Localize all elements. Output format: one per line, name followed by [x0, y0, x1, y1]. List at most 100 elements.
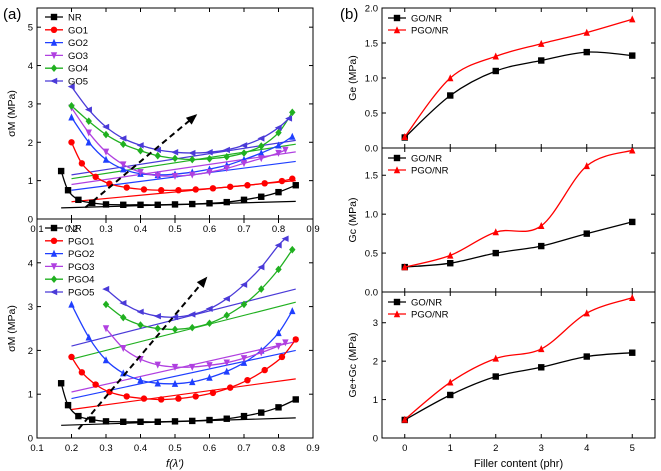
- series-line-pgo-nr: [404, 18, 633, 138]
- data-point-go2: [289, 132, 296, 140]
- x-tick-label: 0.8: [272, 224, 285, 235]
- data-point-go-nr: [447, 92, 454, 99]
- data-point-go-nr: [538, 242, 545, 250]
- data-point-pgo-nr: [401, 133, 408, 140]
- y-tick-label: 1: [373, 395, 378, 406]
- fit-line-go4: [71, 143, 296, 180]
- x-tick-label: 0.2: [65, 443, 78, 454]
- data-point-nr: [223, 415, 230, 422]
- data-point-go2: [275, 141, 282, 149]
- data-point-go5: [240, 142, 248, 149]
- y-tick-label: 3: [373, 318, 378, 329]
- data-point-pgo2: [189, 378, 196, 386]
- data-point-pgo4: [102, 300, 110, 309]
- y-tick-label: 4: [28, 258, 33, 269]
- data-point-go-nr: [538, 57, 545, 64]
- data-point-pgo5: [136, 308, 144, 316]
- data-point-go4: [258, 142, 265, 150]
- data-point-go-nr: [492, 373, 499, 380]
- data-point-go-nr: [583, 230, 590, 237]
- data-point-go1: [278, 177, 286, 185]
- data-point-go1: [209, 185, 217, 192]
- data-point-go2: [85, 138, 92, 146]
- data-point-go2: [120, 165, 127, 173]
- data-point-pgo3: [282, 339, 289, 347]
- y-tick-label: 1.0: [365, 74, 378, 85]
- y-tick-label: 0.5: [365, 249, 378, 260]
- y-tick-label: 1.5: [365, 171, 378, 182]
- data-point-nr: [189, 417, 196, 425]
- data-point-pgo4: [137, 321, 144, 329]
- legend-label-go-nr: GO/NR: [411, 298, 442, 309]
- legend-marker: [50, 13, 58, 21]
- data-point-go3: [189, 171, 196, 179]
- legend-label-pgo-nr: PGO/NR: [411, 26, 449, 37]
- data-point-go-nr: [447, 260, 454, 267]
- data-point-pgo-nr: [583, 28, 590, 36]
- data-point-pgo5: [205, 305, 213, 312]
- legend-marker: [50, 52, 58, 60]
- data-point-pgo-nr: [492, 52, 499, 60]
- data-point-pgo1: [278, 353, 286, 361]
- data-point-go3: [223, 165, 230, 173]
- data-point-pgo4: [171, 325, 179, 334]
- legend-marker: [50, 288, 58, 296]
- x-tick-label: 0.5: [168, 224, 181, 235]
- data-point-go4: [154, 151, 161, 160]
- legend-marker: [393, 310, 401, 318]
- x-tick-label: 0.3: [99, 443, 112, 454]
- data-point-go1: [175, 187, 182, 194]
- data-point-pgo-nr: [583, 162, 590, 170]
- data-point-go4: [206, 154, 213, 163]
- data-point-go4: [189, 155, 196, 164]
- data-point-pgo5: [257, 263, 265, 271]
- x-tick-label: 2: [493, 443, 498, 454]
- x-tick-label: 3: [539, 443, 544, 454]
- y-axis-label: Ge (MPa): [347, 55, 359, 101]
- data-point-go4: [68, 102, 75, 110]
- data-point-go4: [223, 153, 230, 161]
- legend-label-nr: NR: [68, 13, 82, 24]
- data-point-go1: [68, 139, 75, 146]
- series-line-pgo-nr: [404, 297, 633, 421]
- y-tick-label: 1.0: [365, 210, 378, 221]
- data-point-pgo5: [188, 311, 196, 318]
- fit-line-pgo1: [71, 378, 296, 411]
- chart-b3: 0 1 2 3 0 1 2 3 4 5 Ge+Gc (MPa) Filler content (phr…: [347, 291, 656, 470]
- data-point-pgo5: [102, 285, 110, 293]
- data-point-pgo2: [85, 333, 92, 341]
- data-point-nr: [154, 201, 161, 209]
- data-point-pgo-nr: [447, 74, 454, 82]
- data-point-pgo-nr: [447, 251, 454, 259]
- data-point-pgo1: [244, 376, 251, 384]
- data-point-pgo1: [78, 369, 86, 376]
- data-point-pgo2: [223, 367, 230, 375]
- data-point-nr: [275, 188, 282, 196]
- y-tick-label: 0.0: [365, 288, 378, 299]
- data-point-pgo3: [102, 325, 110, 333]
- data-point-nr: [258, 409, 265, 416]
- series-line-go5: [70, 86, 290, 154]
- data-point-go5: [257, 135, 265, 142]
- legend-label-pgo-nr: PGO/NR: [411, 166, 449, 177]
- data-point-go1: [261, 180, 268, 187]
- data-point-nr: [57, 380, 65, 387]
- data-point-go5: [102, 123, 110, 131]
- plot-area: [401, 293, 636, 424]
- legend-label-go3: GO3: [68, 51, 88, 62]
- y-axis-label: Gc (MPa): [347, 198, 359, 243]
- data-point-pgo-nr: [492, 228, 499, 236]
- x-tick-label: 0.2: [65, 224, 78, 235]
- trend-arrow-head: [196, 276, 208, 288]
- data-point-pgo2: [275, 329, 282, 337]
- data-point-go5: [188, 149, 196, 157]
- fit-line-go3: [71, 151, 296, 186]
- x-tick-label: 0.6: [203, 443, 216, 454]
- data-point-go5: [136, 142, 144, 149]
- data-point-pgo1: [158, 396, 165, 403]
- y-tick-label: 1: [28, 390, 33, 401]
- data-point-go3: [282, 146, 289, 154]
- legend-label-go1: GO1: [68, 25, 88, 36]
